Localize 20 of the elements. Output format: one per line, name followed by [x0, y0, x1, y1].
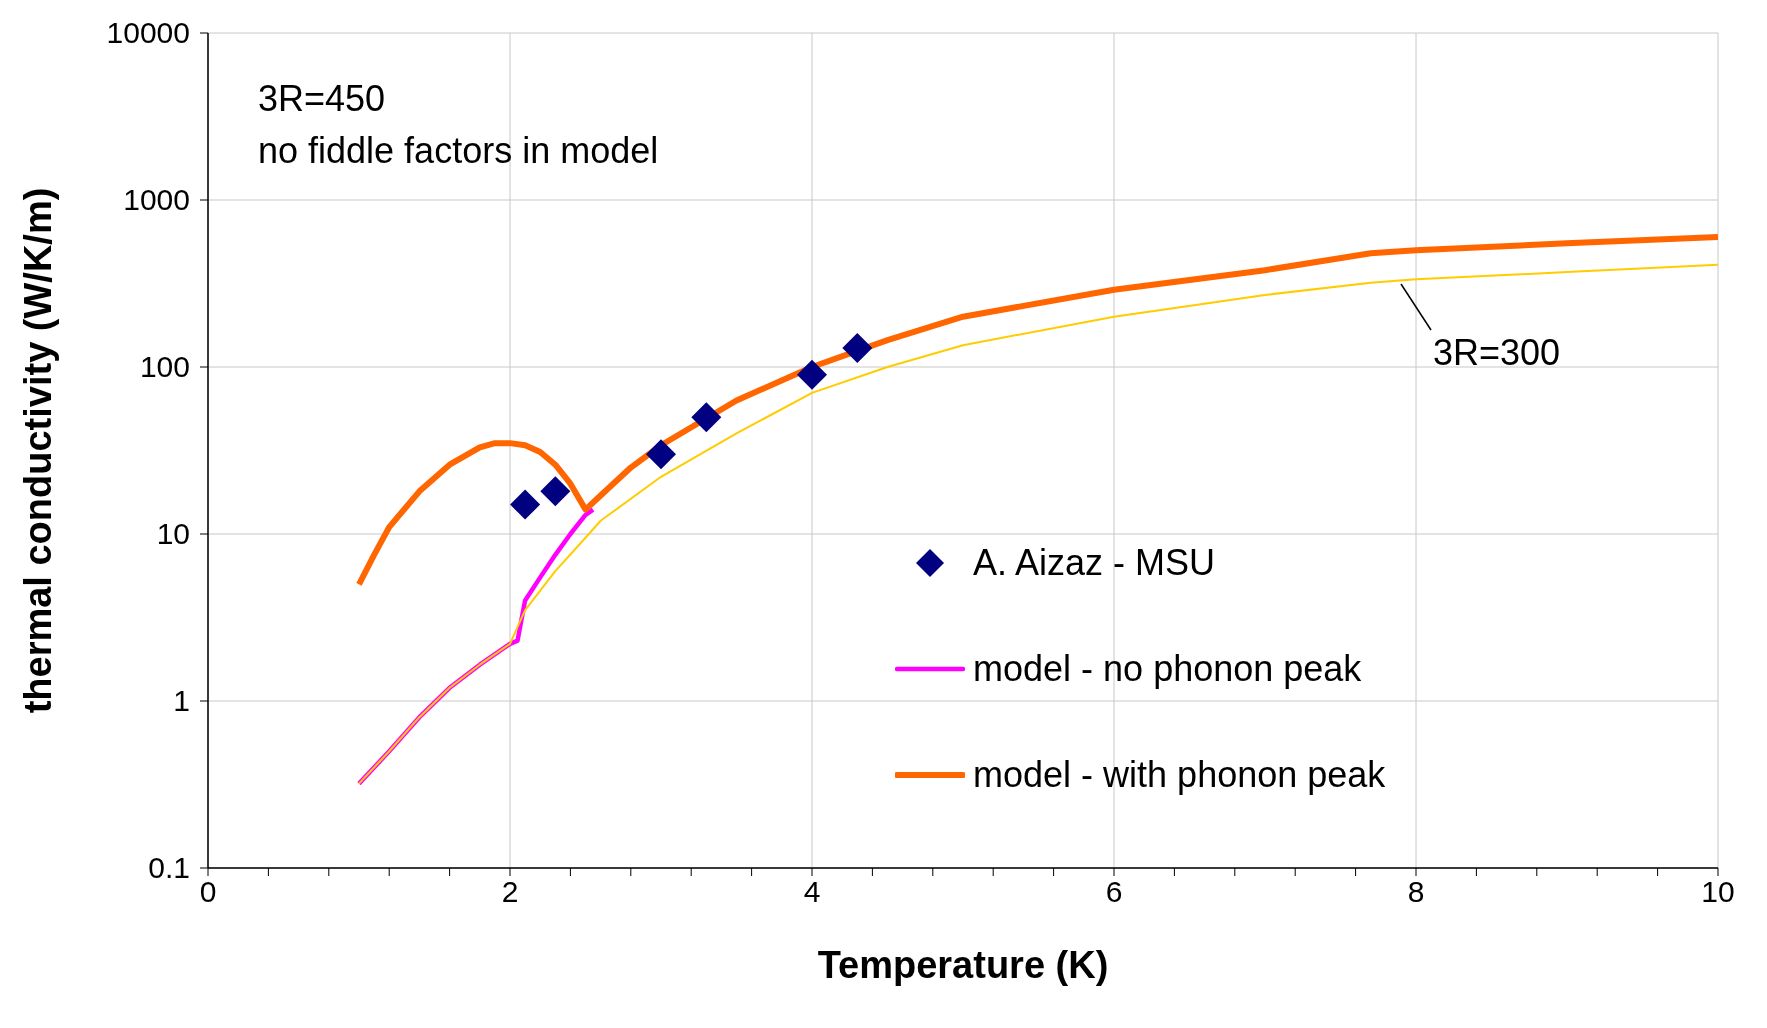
y-tick-label: 10: [156, 517, 190, 550]
x-tick-label: 8: [1407, 875, 1425, 908]
annotation: 3R=300: [1432, 332, 1560, 375]
legend-label: model - with phonon peak: [973, 753, 1386, 796]
y-tick-label: 0.1: [148, 851, 190, 884]
x-axis-title: Temperature (K): [817, 944, 1109, 986]
x-tick-label: 2: [501, 875, 519, 908]
y-tick-label: 1000: [123, 183, 190, 216]
y-axis-title: thermal conductivity (W/K/m): [17, 187, 60, 714]
legend-label: A. Aizaz - MSU: [973, 541, 1216, 584]
x-tick-label: 10: [1701, 875, 1735, 908]
x-tick-label: 0: [199, 875, 217, 908]
y-tick-label: 1: [173, 684, 190, 717]
legend-label: model - no phonon peak: [973, 647, 1362, 690]
x-tick-label: 6: [1105, 875, 1123, 908]
annotation: no fiddle factors in model: [258, 129, 659, 173]
y-tick-label: 10000: [106, 16, 190, 49]
y-tick-label: 100: [139, 350, 190, 383]
annotation: 3R=450: [258, 77, 387, 121]
x-tick-label: 4: [803, 875, 821, 908]
